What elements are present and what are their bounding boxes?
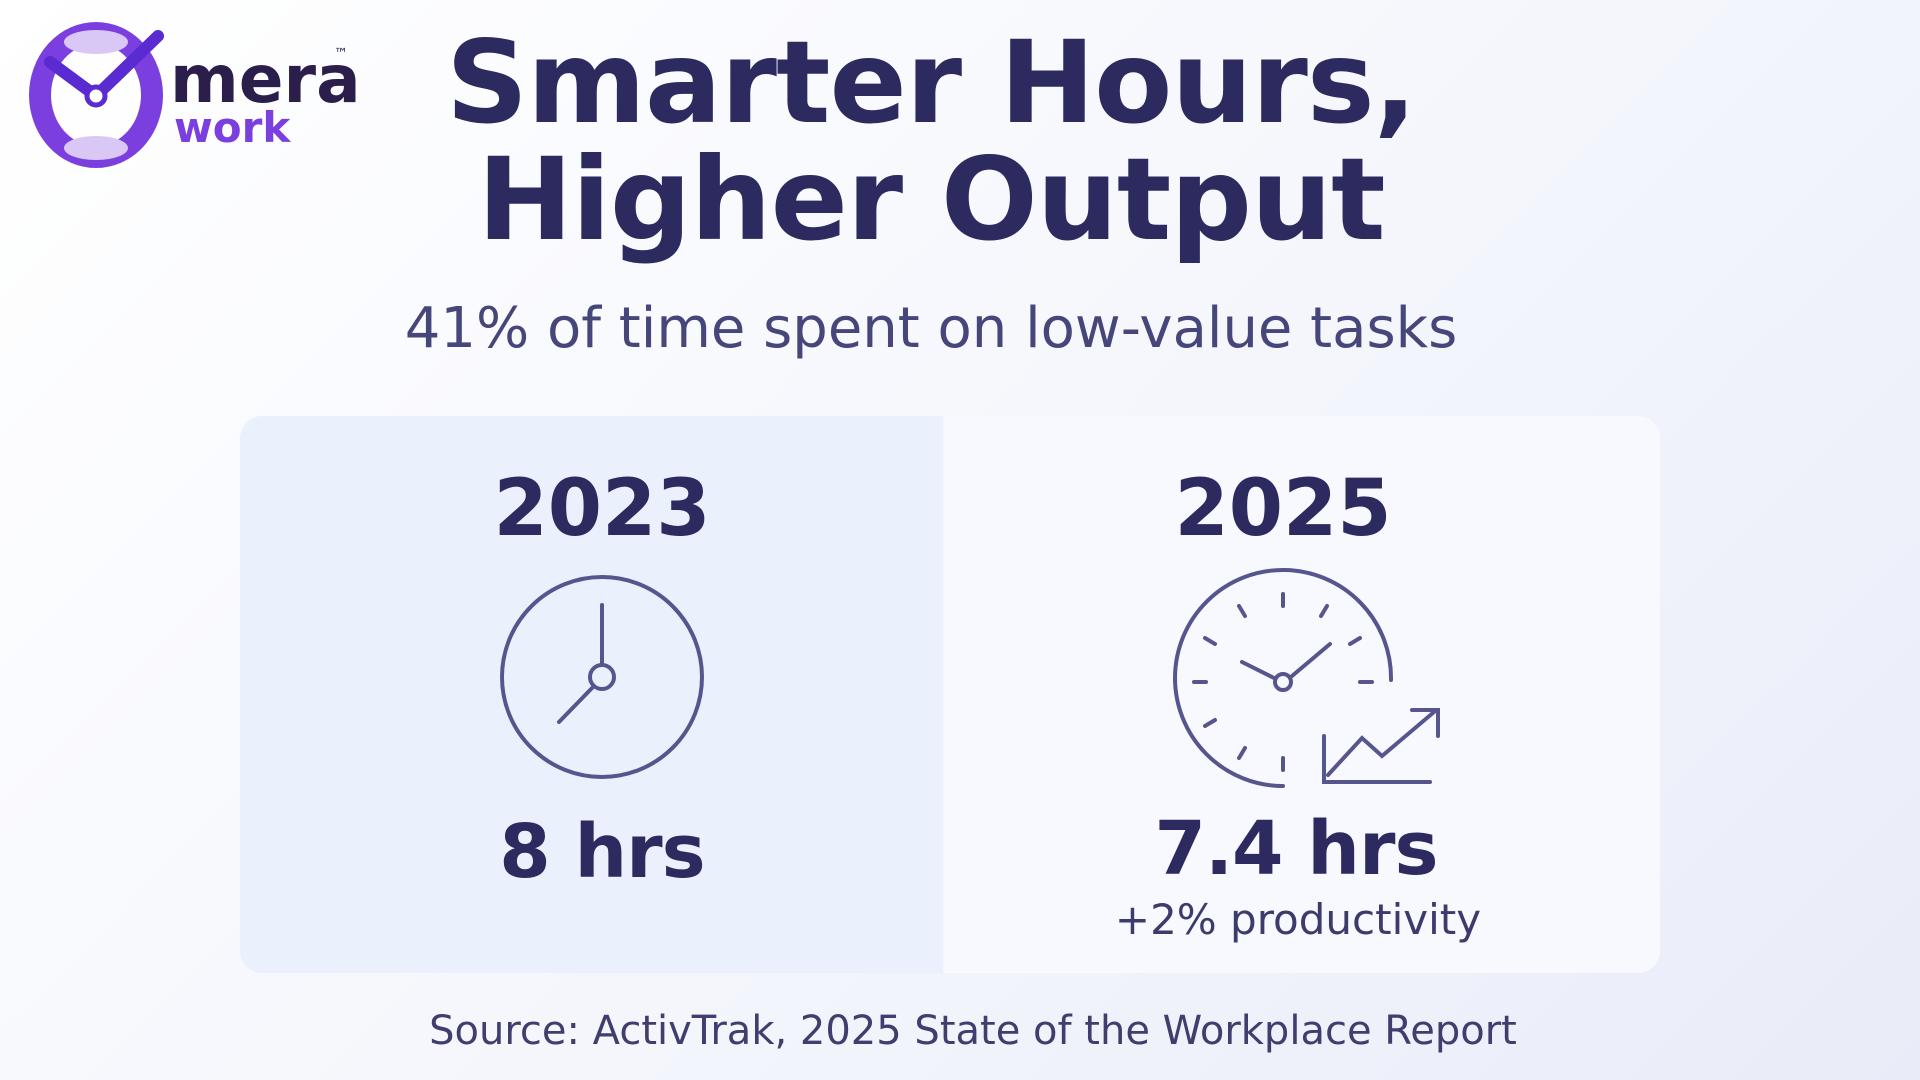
source: Source: ActivTrak, 2025 State of the Wor… — [429, 1008, 1517, 1054]
subtitle: 41% of time spent on low-value tasks — [405, 296, 1458, 361]
title: Smarter Hours, — [446, 16, 1416, 149]
logo-name: mera — [170, 41, 361, 118]
clock-growth-icon — [1173, 568, 1440, 788]
logo-dot — [84, 84, 108, 108]
card-left — [240, 416, 943, 973]
logo-cap — [64, 136, 128, 160]
value: 8 hrs — [499, 809, 704, 895]
logo-tm: ™ — [334, 46, 348, 62]
logo-cap — [64, 30, 128, 54]
clock-icon — [500, 575, 704, 779]
logo-sub: work — [174, 103, 291, 152]
value: 7.4 hrs — [1154, 806, 1437, 892]
note: +2% productivity — [1115, 895, 1481, 944]
logo: mera ™ work — [29, 22, 361, 168]
year: 2025 — [1174, 464, 1391, 554]
year: 2023 — [493, 464, 710, 554]
title: Higher Output — [477, 133, 1384, 266]
